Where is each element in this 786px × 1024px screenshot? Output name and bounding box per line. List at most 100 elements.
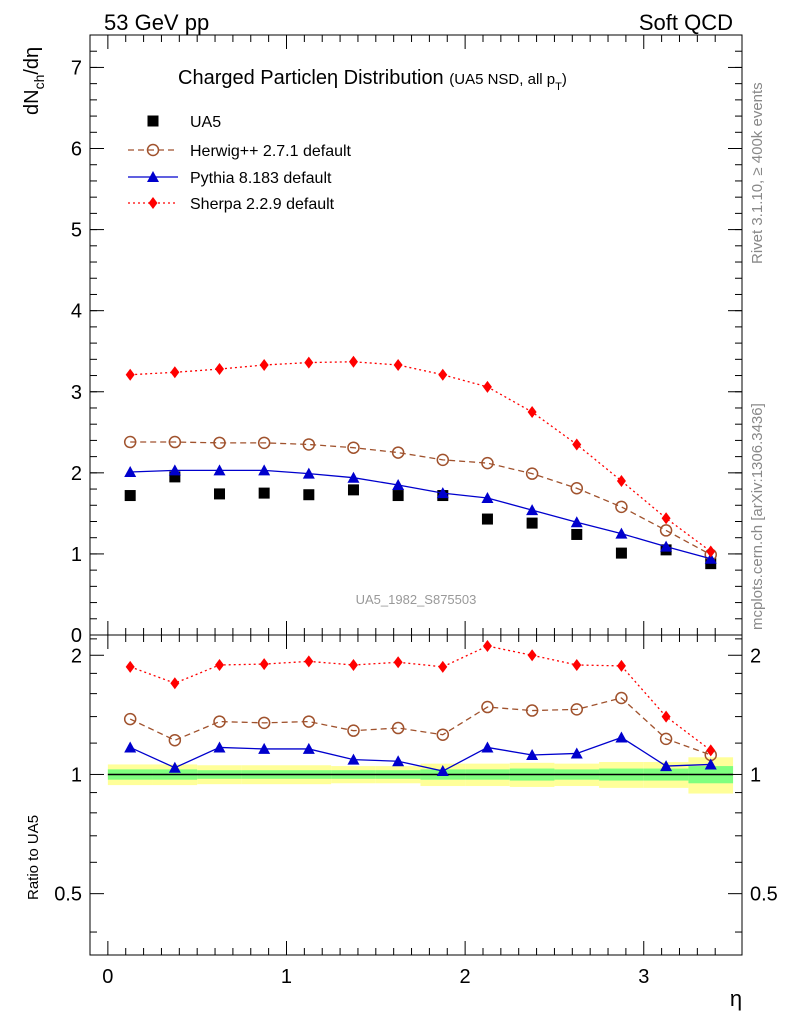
x-tick-label: 1 [281, 966, 292, 988]
legend-item: Pythia 8.183 default [128, 170, 332, 187]
x-tick-label: 3 [638, 966, 649, 988]
data-point [615, 731, 628, 743]
data-point [482, 640, 492, 653]
y-tick-label: 2 [71, 463, 82, 485]
data-point [659, 732, 673, 746]
y-axis-label-ratio: Ratio to UA5 [25, 815, 42, 900]
series-line [129, 645, 712, 751]
data-point [481, 741, 494, 753]
y-tick-label: 6 [71, 139, 82, 161]
data-point [660, 760, 673, 772]
data-point [123, 712, 137, 726]
data-point [481, 491, 494, 503]
data-point [572, 658, 582, 671]
data-point [213, 436, 226, 450]
plot-frame [89, 34, 743, 636]
legend-label: Pythia 8.183 default [190, 170, 332, 187]
data-point [168, 734, 182, 747]
series-pythia [124, 731, 717, 777]
data-point [391, 721, 405, 735]
data-point [347, 484, 359, 496]
data-point [481, 456, 494, 470]
data-point [258, 487, 270, 499]
y-tick-label: 4 [71, 301, 82, 323]
data-point [616, 659, 626, 672]
data-point [572, 438, 582, 451]
data-point [436, 487, 449, 499]
legend-marker [147, 115, 159, 127]
data-point [393, 656, 403, 669]
data-point [571, 528, 583, 540]
legend-item: Herwig++ 2.7.1 default [128, 143, 352, 160]
data-point [526, 504, 539, 516]
data-point [213, 715, 226, 728]
data-point [214, 488, 226, 500]
series-line [129, 736, 711, 772]
data-point [170, 366, 180, 379]
data-point [258, 464, 271, 476]
main-panel: 0 1 2 3 4 5 6 7 [71, 34, 743, 647]
data-point [436, 728, 450, 741]
y-tick-label: 3 [71, 382, 82, 404]
data-point [123, 435, 137, 449]
data-point [213, 464, 226, 476]
data-point [303, 489, 315, 501]
data-point [347, 724, 360, 737]
data-point [259, 658, 269, 671]
data-point [615, 691, 628, 705]
y-tick-label-right: 0.5 [750, 884, 778, 906]
data-point [215, 363, 225, 376]
data-point [436, 453, 450, 467]
legend-label: Herwig++ 2.7.1 default [190, 143, 352, 160]
y-tick-label: 0.5 [54, 884, 82, 906]
series-ua5 [124, 471, 717, 570]
data-point [215, 658, 225, 671]
data-point [570, 481, 584, 495]
series-sherpa [125, 355, 716, 558]
data-point [347, 441, 360, 454]
series-line [130, 469, 711, 560]
y-tick-label: 0 [71, 625, 82, 647]
x-tick-label: 2 [460, 966, 471, 988]
header-right: Soft QCD [639, 10, 733, 35]
data-point [438, 368, 448, 381]
data-point [169, 471, 181, 483]
series-sherpa [125, 640, 716, 757]
legend-label: UA5 [190, 114, 221, 131]
header-left: 53 GeV pp [104, 10, 209, 35]
data-point [257, 436, 271, 450]
data-point [704, 552, 717, 564]
data-point [615, 500, 628, 514]
data-point [526, 748, 539, 760]
data-point [481, 513, 493, 525]
data-point [526, 517, 538, 529]
ratio-panel: 0.5 0.5 1 1 2 2 0 1 2 3 [54, 634, 778, 988]
data-point [706, 545, 716, 558]
y-tick-label: 5 [71, 220, 82, 242]
plot-frame [89, 634, 743, 956]
series-line [130, 441, 712, 556]
data-point [482, 380, 492, 393]
legend-item: Sherpa 2.2.9 default [128, 196, 335, 213]
legend-marker [147, 171, 159, 182]
data-point [302, 438, 316, 451]
data-point [348, 355, 358, 368]
data-point [302, 742, 315, 754]
legend-label: Sherpa 2.2.9 default [190, 196, 335, 213]
data-point [347, 753, 360, 765]
data-point [527, 649, 537, 662]
data-point [661, 710, 671, 723]
data-point [706, 744, 716, 757]
data-point [392, 479, 405, 490]
data-point [525, 704, 539, 717]
watermark: UA5_1982_S875503 [356, 592, 477, 607]
x-axis-label: η [730, 986, 742, 1011]
y-tick-label: 1 [71, 544, 82, 566]
data-point [661, 512, 671, 525]
legend: UA5 Herwig++ 2.7.1 default Pythia 8.183 de… [128, 114, 352, 213]
series-line [129, 697, 711, 756]
data-point [259, 359, 269, 371]
y-tick-label-right: 2 [750, 645, 761, 667]
data-point [302, 715, 316, 728]
y-tick-label: 1 [71, 764, 82, 786]
